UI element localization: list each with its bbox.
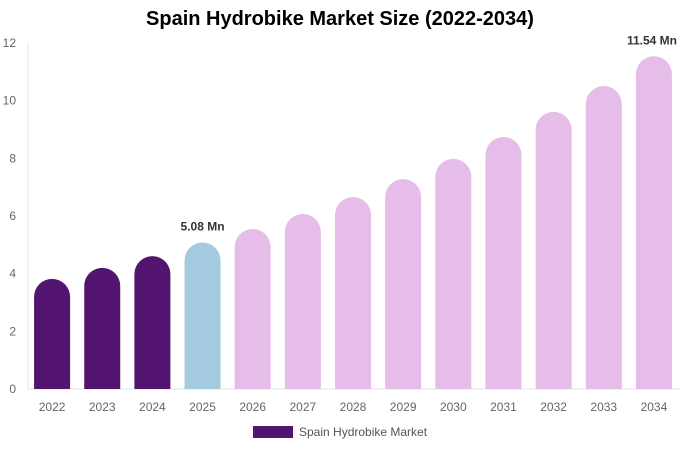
x-tick-label: 2030 [440, 400, 467, 414]
y-tick-label: 6 [9, 209, 16, 223]
chart-title: Spain Hydrobike Market Size (2022-2034) [146, 8, 534, 30]
y-tick-label: 10 [3, 94, 17, 108]
y-tick-label: 4 [9, 267, 16, 281]
bar-2026 [234, 228, 271, 389]
x-tick-label: 2027 [289, 400, 316, 414]
y-tick-label: 0 [9, 382, 16, 396]
x-tick-label: 2028 [340, 400, 367, 414]
bar-2033 [585, 85, 622, 390]
bar-2022 [34, 278, 71, 389]
bar-2025 [184, 242, 221, 389]
bar-2027 [284, 213, 321, 389]
x-tick-label: 2023 [89, 400, 116, 414]
y-tick-label: 2 [9, 324, 16, 338]
x-tick-label: 2024 [139, 400, 166, 414]
x-tick-label: 2032 [540, 400, 567, 414]
x-tick-label: 2034 [641, 400, 668, 414]
y-tick-label: 12 [3, 36, 17, 50]
bar-2023 [84, 267, 121, 389]
bar-2028 [335, 196, 371, 389]
x-tick-label: 2026 [239, 400, 266, 414]
x-tick-label: 2033 [590, 400, 617, 414]
x-tick-label: 2025 [189, 400, 216, 414]
bar-2032 [535, 111, 572, 389]
data-label: 5.08 Mn [181, 220, 225, 234]
bar-2029 [385, 179, 422, 389]
legend-swatch [253, 426, 293, 438]
bar-2030 [435, 158, 472, 389]
bar-2024 [134, 256, 171, 389]
legend: Spain Hydrobike Market [253, 425, 427, 439]
x-tick-label: 2029 [390, 400, 417, 414]
bar-2034 [635, 56, 672, 389]
x-tick-label: 2031 [490, 400, 517, 414]
data-label: 11.54 Mn [627, 33, 677, 47]
y-tick-label: 8 [9, 151, 16, 165]
legend-label: Spain Hydrobike Market [299, 425, 428, 439]
bar-2031 [485, 136, 522, 389]
x-tick-label: 2022 [39, 400, 66, 414]
